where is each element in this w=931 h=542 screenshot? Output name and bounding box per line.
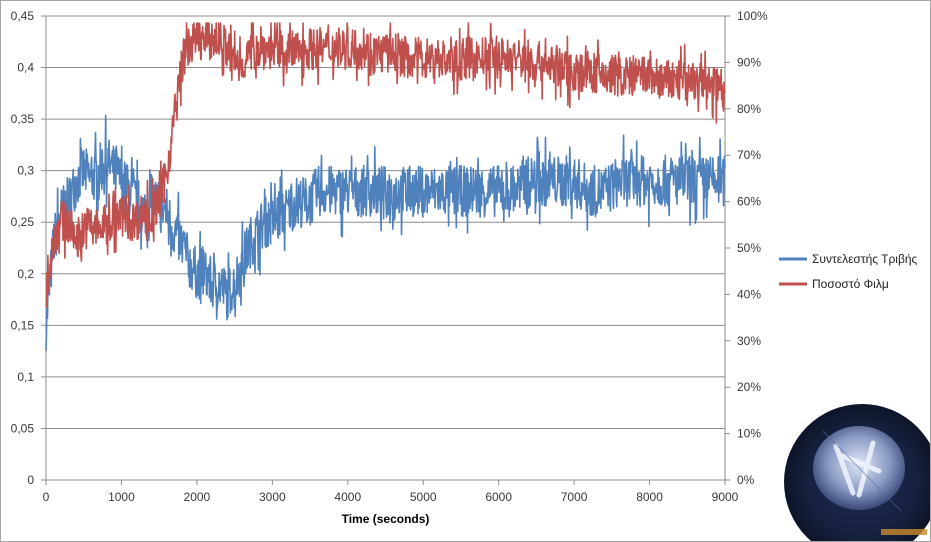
y-left-tick-label: 0,1 bbox=[17, 370, 34, 384]
x-tick-label: 2000 bbox=[184, 490, 211, 504]
y-right-tick-label: 100% bbox=[737, 9, 768, 23]
y-right-tick-label: 10% bbox=[737, 427, 761, 441]
x-tick-label: 5000 bbox=[410, 490, 437, 504]
x-tick-label: 0 bbox=[43, 490, 50, 504]
y-left-tick-label: 0,3 bbox=[17, 164, 34, 178]
x-tick-label: 4000 bbox=[334, 490, 361, 504]
x-tick-label: 9000 bbox=[712, 490, 739, 504]
legend: Συντελεστής Τριβής Ποσοστό Φιλμ bbox=[779, 252, 918, 291]
y-right-tick-label: 20% bbox=[737, 380, 761, 394]
y-right-tick-label: 50% bbox=[737, 241, 761, 255]
y-right-tick-label: 70% bbox=[737, 148, 761, 162]
y-left-tick-label: 0,45 bbox=[11, 9, 35, 23]
y-right-tick-label: 30% bbox=[737, 334, 761, 348]
series-layer bbox=[45, 22, 726, 352]
x-tick-label: 3000 bbox=[259, 490, 286, 504]
legend-label: Συντελεστής Τριβής bbox=[812, 252, 918, 266]
y-right-tick-label: 40% bbox=[737, 287, 761, 301]
y-right-ticks: 0% 10% 20% 30% 40% 50% 60% 70% 80% 90% 100% bbox=[725, 9, 768, 487]
x-tick-label: 8000 bbox=[636, 490, 663, 504]
series-line-1 bbox=[45, 114, 726, 352]
x-tick-label: 7000 bbox=[561, 490, 588, 504]
x-tick-label: 6000 bbox=[485, 490, 512, 504]
y-left-tick-label: 0,05 bbox=[11, 421, 35, 435]
y-right-tick-label: 0% bbox=[737, 473, 755, 487]
series-line-2 bbox=[45, 22, 726, 309]
y-left-tick-label: 0 bbox=[27, 473, 34, 487]
legend-label: Ποσοστό Φιλμ bbox=[812, 277, 889, 291]
y-left-ticks: 0 0,05 0,1 0,15 0,2 0,25 0,3 0,35 0,4 0,45 bbox=[11, 9, 46, 487]
y-left-tick-label: 0,35 bbox=[11, 112, 35, 126]
y-left-tick-label: 0,15 bbox=[11, 318, 35, 332]
x-axis-title: Time (seconds) bbox=[342, 512, 430, 526]
y-left-tick-label: 0,25 bbox=[11, 215, 35, 229]
y-right-tick-label: 60% bbox=[737, 195, 761, 209]
micrograph-inset bbox=[774, 404, 930, 541]
x-tick-label: 1000 bbox=[108, 490, 135, 504]
x-ticks: 0 1000 2000 3000 4000 5000 6000 7000 8000 9000 bbox=[43, 480, 739, 504]
y-right-tick-label: 90% bbox=[737, 55, 761, 69]
y-left-tick-label: 0,2 bbox=[17, 267, 34, 281]
y-right-tick-label: 80% bbox=[737, 102, 761, 116]
y-left-tick-label: 0,4 bbox=[17, 61, 34, 75]
